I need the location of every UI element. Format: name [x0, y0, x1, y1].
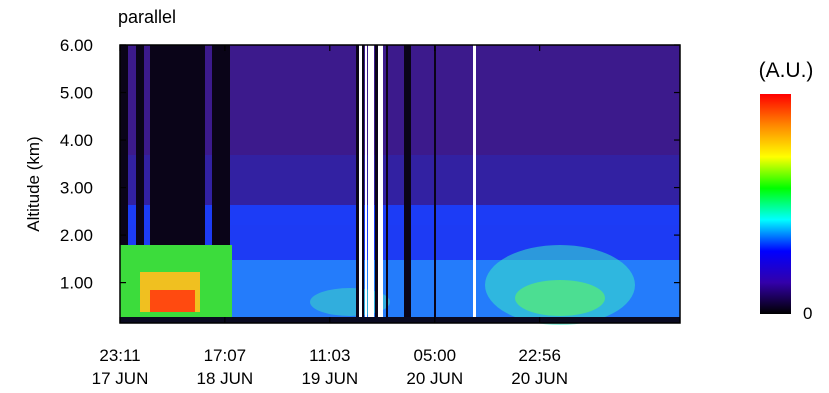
- cloud-column: [212, 45, 230, 288]
- colorbar-min-label: 0: [803, 304, 812, 323]
- gap-column: [378, 45, 381, 318]
- dark-column: [375, 45, 378, 318]
- x-axis: 23:11 17 JUN 17:07 18 JUN 11:03 19 JUN 05:00 20…: [92, 45, 568, 388]
- x-tick-date: 17 JUN: [92, 369, 149, 388]
- cloud-column: [120, 45, 128, 288]
- y-axis-label: Altitude (km): [24, 136, 43, 231]
- gap-column: [381, 45, 383, 318]
- y-tick-label: 2.00: [60, 226, 93, 245]
- colorbar-label: (A.U.): [759, 59, 814, 82]
- chart-title: parallel: [118, 7, 176, 27]
- gap-column: [473, 45, 476, 318]
- dark-column: [434, 45, 436, 318]
- x-tick-date: 20 JUN: [406, 369, 463, 388]
- y-tick-label: 1.00: [60, 274, 93, 293]
- dark-column: [404, 45, 411, 318]
- plot-frame: [119, 44, 681, 324]
- y-tick-label: 3.00: [60, 179, 93, 198]
- x-tick-date: 19 JUN: [301, 369, 358, 388]
- x-tick-date: 18 JUN: [197, 369, 254, 388]
- gap-column: [365, 45, 367, 318]
- x-tick-time: 22:56: [518, 346, 561, 365]
- dark-column: [362, 45, 364, 318]
- colorbar: [760, 94, 791, 314]
- y-tick-label: 6.00: [60, 36, 93, 55]
- y-tick-label: 4.00: [60, 131, 93, 150]
- x-tick-date: 20 JUN: [511, 369, 568, 388]
- x-tick-time: 05:00: [413, 346, 456, 365]
- ground-strip: [120, 317, 680, 323]
- low-cloud-peak: [150, 290, 195, 312]
- y-axis: 1.00 2.00 3.00 4.00 5.00 6.00: [60, 36, 680, 293]
- gap-column: [359, 45, 362, 318]
- plot-area: [120, 45, 680, 325]
- x-tick-time: 17:07: [204, 346, 247, 365]
- x-tick-time: 11:03: [309, 346, 350, 365]
- dark-column: [356, 45, 359, 318]
- field-aerosol-core: [515, 280, 605, 316]
- gap-column: [371, 45, 374, 318]
- gap-column: [368, 45, 371, 318]
- y-tick-label: 5.00: [60, 84, 93, 103]
- cloud-column: [136, 45, 144, 288]
- x-tick-time: 23:11: [99, 346, 140, 365]
- dark-column: [386, 45, 388, 318]
